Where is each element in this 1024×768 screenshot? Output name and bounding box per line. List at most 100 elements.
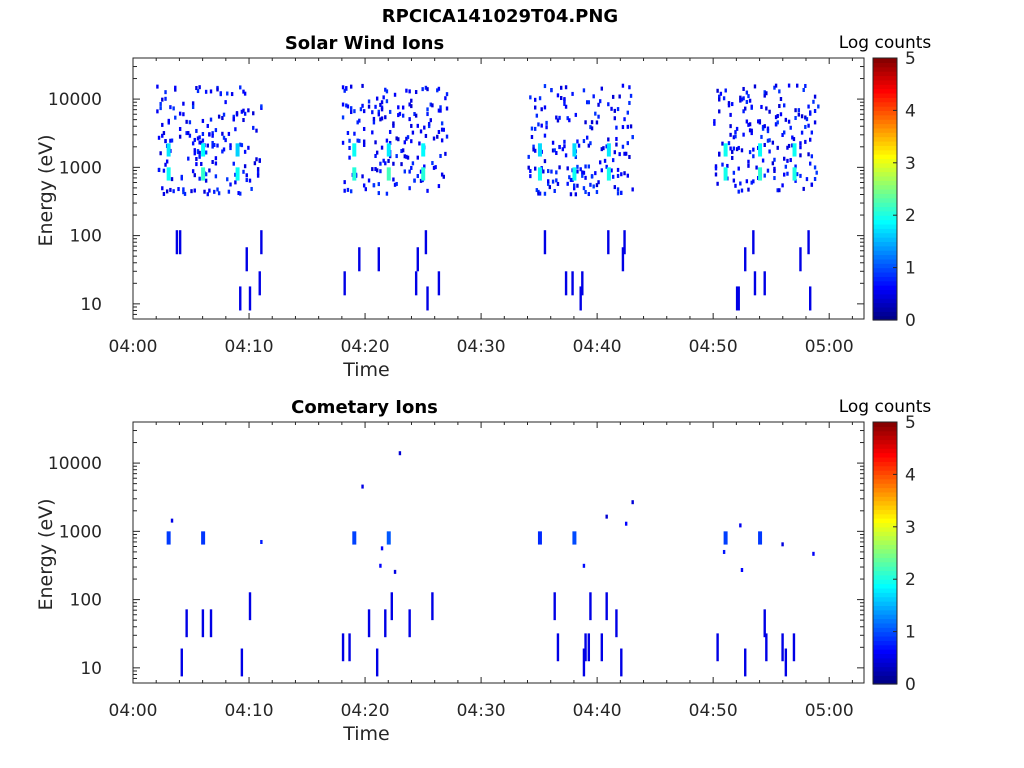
colorbar-segment: [873, 215, 897, 221]
data-cell: [787, 143, 791, 148]
data-cell: [387, 158, 390, 163]
data-cell: [745, 90, 749, 95]
data-cell: [214, 161, 218, 166]
data-cell: [375, 150, 379, 155]
colorbar-segment: [873, 631, 897, 637]
data-cell: [626, 124, 629, 129]
data-cell: [437, 108, 441, 113]
data-cell: [616, 107, 620, 112]
colorbar-segment: [873, 228, 897, 234]
data-cell: [401, 113, 405, 118]
data-cell: [185, 609, 188, 638]
data-cell: [530, 126, 534, 131]
colorbar-segment: [873, 592, 897, 598]
colorbar-tick-label: 1: [905, 623, 916, 643]
data-cell: [416, 123, 419, 128]
colorbar-segment: [873, 570, 897, 576]
data-cell: [810, 154, 814, 159]
data-cell: [185, 119, 188, 124]
data-cell: [372, 183, 376, 188]
data-cell: [242, 108, 245, 113]
data-cell: [631, 135, 634, 140]
colorbar-segment: [873, 132, 897, 138]
data-cell: [620, 172, 623, 177]
data-cell: [566, 166, 569, 171]
colorbar-tick-label: 5: [905, 49, 916, 69]
colorbar-label: Log counts: [839, 397, 932, 417]
peak-cell: [235, 143, 240, 157]
data-cell: [563, 139, 566, 144]
colorbar-segment: [873, 483, 897, 489]
data-cell: [582, 139, 586, 144]
data-cell: [227, 131, 231, 136]
data-cell: [169, 187, 172, 192]
data-cell: [410, 104, 413, 109]
data-cell: [397, 137, 400, 142]
data-cell: [217, 191, 221, 196]
colorbar-segment: [873, 522, 897, 528]
data-cell: [729, 112, 732, 117]
data-cell: [245, 178, 248, 183]
data-cell: [555, 178, 558, 183]
data-cell: [571, 271, 574, 296]
data-cell: [182, 190, 185, 195]
data-cell: [796, 172, 799, 177]
data-cell: [429, 102, 432, 107]
data-cell: [561, 147, 565, 152]
data-cell: [345, 103, 348, 108]
data-cell: [752, 147, 755, 152]
data-cell: [392, 177, 395, 182]
colorbar-segment: [873, 223, 897, 229]
data-cell: [172, 189, 175, 194]
peak-cell: [758, 167, 763, 181]
data-cell: [543, 133, 547, 138]
data-cell: [401, 148, 405, 153]
colorbar-segment: [873, 119, 897, 125]
data-cell: [260, 230, 263, 255]
data-cell: [776, 113, 779, 118]
data-cell: [408, 89, 411, 94]
data-cell: [361, 103, 364, 108]
data-cell: [745, 179, 749, 184]
colorbar-segment: [873, 587, 897, 593]
data-cell: [195, 162, 198, 167]
data-cell: [718, 94, 721, 99]
data-cell: [393, 92, 397, 97]
peak-cell: [166, 531, 171, 545]
data-cell: [600, 86, 604, 91]
data-cell: [403, 169, 406, 174]
data-cell: [216, 143, 219, 148]
x-tick-label: 04:30: [457, 337, 506, 357]
data-cell: [374, 104, 377, 109]
data-cell: [440, 138, 444, 143]
peak-cell: [606, 167, 611, 181]
data-cell: [439, 153, 442, 158]
data-cell: [380, 546, 384, 551]
data-cell: [393, 182, 397, 187]
data-cell: [248, 286, 252, 311]
data-cell: [426, 188, 429, 193]
x-axis-label: Time: [342, 359, 390, 381]
peak-cell: [386, 167, 391, 181]
data-cell: [553, 592, 556, 621]
data-cell: [745, 100, 749, 105]
data-cell: [556, 181, 560, 186]
data-cell: [794, 116, 797, 121]
data-cell: [559, 85, 563, 90]
data-cell: [400, 149, 403, 154]
data-cell: [372, 120, 376, 125]
colorbar-tick-label: 4: [905, 101, 916, 121]
data-cell: [410, 165, 413, 170]
data-cell: [800, 130, 804, 135]
data-cell: [406, 135, 410, 140]
colorbar-segment: [873, 237, 897, 242]
data-cell: [349, 189, 353, 194]
data-cell: [237, 191, 240, 196]
data-cell: [555, 115, 558, 120]
data-cell: [550, 88, 553, 93]
data-cell: [200, 161, 203, 166]
data-cell: [781, 183, 784, 188]
colorbar-segment: [873, 232, 897, 238]
data-cell: [362, 183, 366, 188]
y-tick-label: 10000: [48, 90, 102, 110]
